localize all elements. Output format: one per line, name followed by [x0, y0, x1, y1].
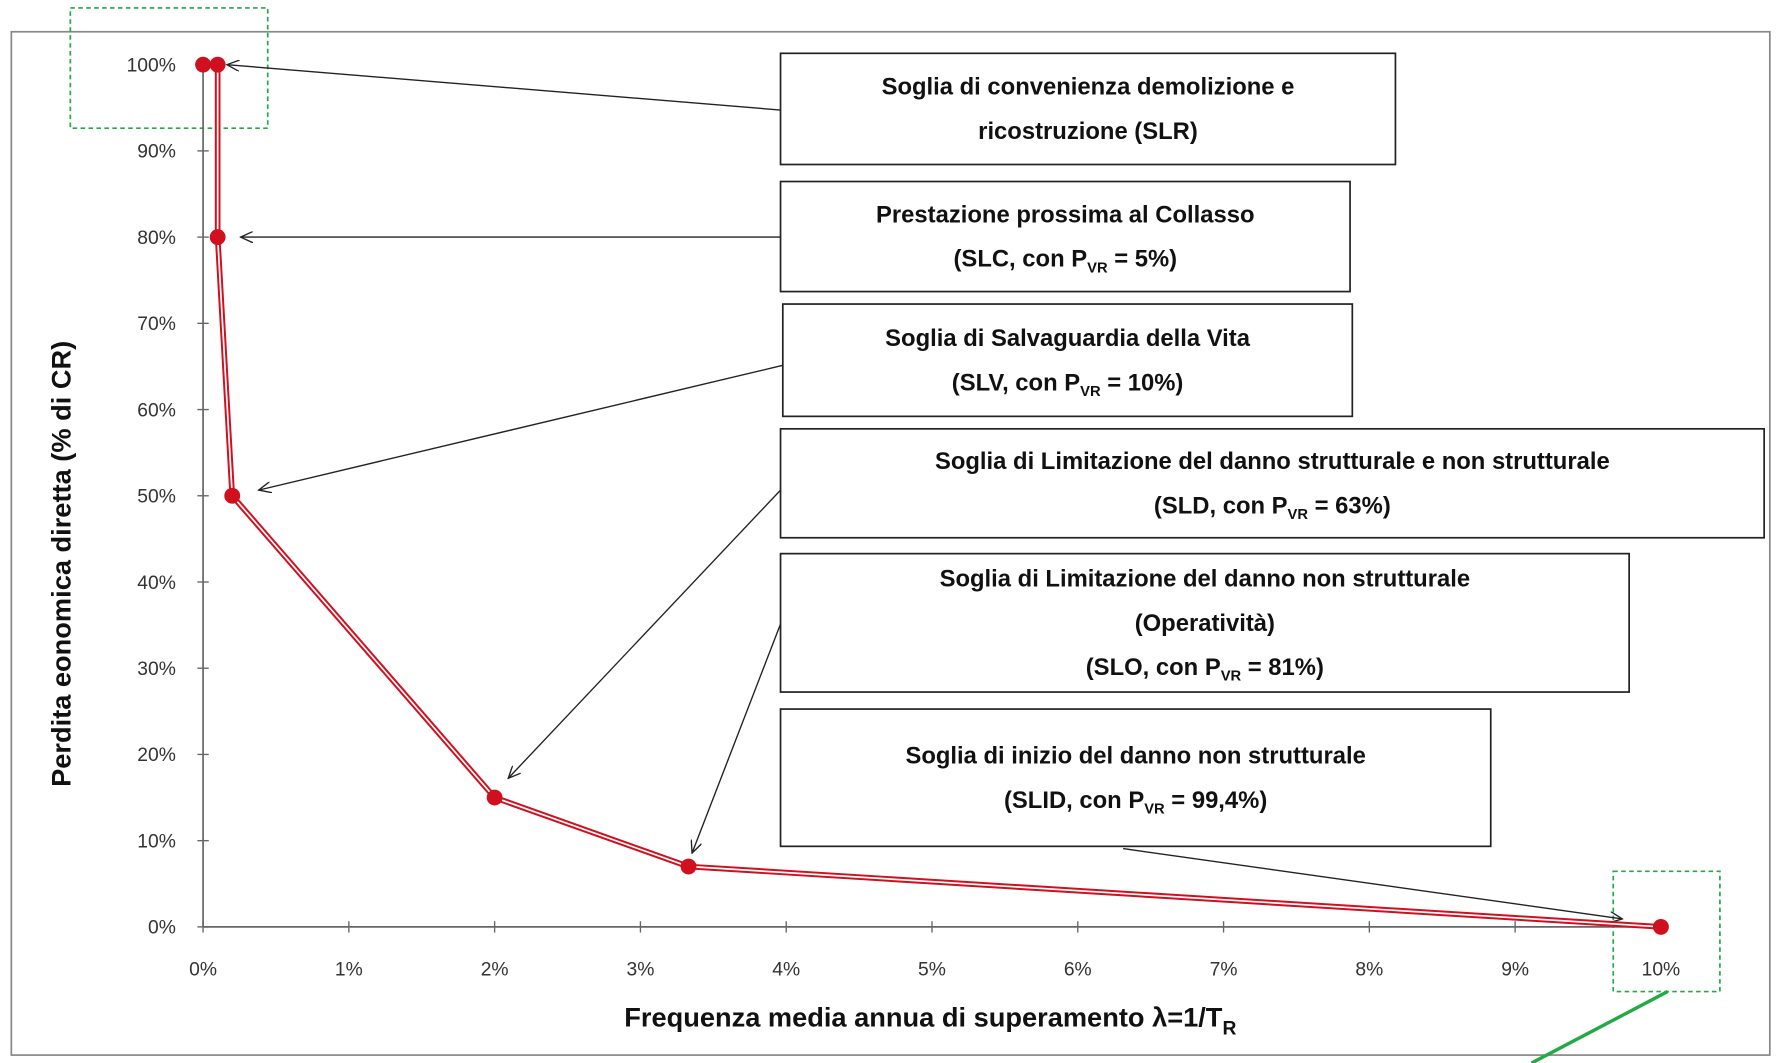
x-tick-label: 7%: [1210, 960, 1238, 981]
annotation-arrow: [259, 364, 783, 490]
x-tick-label: 6%: [1064, 960, 1092, 981]
annotation-text-part: Soglia di Limitazione del danno non stru…: [940, 566, 1471, 593]
annotation-arrow: [508, 489, 782, 778]
annotation-text-part: = 10%): [1101, 369, 1184, 396]
annotation-text: Soglia di Salvaguardia della Vita: [885, 325, 1251, 352]
x-tick-label: 1%: [335, 960, 363, 981]
annotation-text-part: (SLD, con P: [1154, 492, 1288, 519]
annotation-text-part: (SLC, con P: [954, 246, 1088, 273]
annotation-text: (SLV, con PVR = 10%): [952, 369, 1184, 400]
annotation-text: ricostruzione (SLR): [978, 118, 1198, 145]
annotation-text-part: (SLO, con P: [1086, 654, 1221, 681]
annotation-text: Soglia di Limitazione del danno struttur…: [935, 448, 1610, 475]
x-tick-label: 9%: [1501, 960, 1529, 981]
series-point: [486, 789, 503, 806]
x-tick-label: 10%: [1642, 960, 1681, 981]
pointer-arrow: [1530, 990, 1669, 1063]
annotation-text-part: = 63%): [1308, 492, 1391, 519]
y-axis-label: Perdita eonomica diretta (% di CR): [45, 341, 76, 787]
annotation-text-part: VR: [1087, 260, 1108, 276]
annotation-text: (SLC, con PVR = 5%): [954, 246, 1178, 277]
x-axis-label: Frequenza media annua di superamento λ=1…: [624, 1002, 1236, 1040]
x-tick-label: 4%: [772, 960, 800, 981]
y-tick-label: 90%: [137, 142, 176, 163]
annotation-text-part: VR: [1288, 507, 1309, 523]
annotation-text-part: VR: [1221, 669, 1242, 685]
annotation-text: (Operatività): [1135, 610, 1275, 637]
annotation-text: Soglia di inizio del danno non struttura…: [905, 743, 1365, 770]
y-tick-label: 80%: [137, 228, 176, 249]
x-tick-label: 8%: [1355, 960, 1383, 981]
annotation-text: Soglia di Limitazione del danno non stru…: [940, 566, 1471, 593]
annotation-text-part: = 81%): [1241, 654, 1324, 681]
annotation-text-part: (SLID, con P: [1004, 787, 1144, 814]
annotation-box: [779, 180, 1351, 293]
annotation-text-part: Soglia di convenienza demolizione e: [882, 74, 1295, 101]
y-tick-label: 40%: [137, 573, 176, 594]
annotation-arrow: [1123, 847, 1622, 919]
y-tick-label: 20%: [137, 745, 176, 766]
series-point: [1652, 918, 1669, 935]
y-tick-label: 60%: [137, 400, 176, 421]
annotation-arrow: [692, 623, 782, 853]
x-tick-label: 5%: [918, 960, 946, 981]
chart-body: 0% 10% 20% 30% 40% 50% 60% 70% 80% 90% 100% 0% 1% 2% 3…: [10, 7, 1771, 1063]
annotation-box: [781, 303, 1354, 418]
y-tick-label: 0%: [148, 918, 176, 939]
series-point: [680, 858, 697, 875]
annotation-arrow: [227, 65, 781, 111]
annotation-box: [779, 552, 1630, 693]
annotation-text-part: VR: [1144, 801, 1165, 817]
series-point: [195, 56, 212, 73]
annotation-box: [779, 708, 1492, 848]
y-tick-label: 10%: [137, 831, 176, 852]
x-tick-label: 0%: [189, 960, 217, 981]
series-point: [224, 487, 241, 504]
x-axis-label-part: Frequenza media annua di superamento λ=1…: [624, 1002, 1223, 1033]
annotation-text-part: ricostruzione (SLR): [978, 118, 1198, 145]
annotation-text-part: Soglia di Limitazione del danno struttur…: [935, 448, 1610, 475]
annotation-text-part: (SLV, con P: [952, 369, 1080, 396]
annotation-text: Prestazione prossima al Collasso: [876, 201, 1255, 228]
annotation-text: (SLID, con PVR = 99,4%): [1004, 787, 1267, 818]
annotation-text: Soglia di convenienza demolizione e: [882, 74, 1295, 101]
annotation-text-part: = 5%): [1108, 246, 1177, 273]
annotation-text-part: VR: [1080, 384, 1101, 400]
annotation-text-part: (Operatività): [1135, 610, 1275, 637]
annotation-text-part: Prestazione prossima al Collasso: [876, 201, 1255, 228]
annotation-text-part: Soglia di Salvaguardia della Vita: [885, 325, 1251, 352]
annotation-box: [779, 427, 1765, 539]
y-tick-label: 100%: [127, 55, 176, 76]
annotation-text: (SLD, con PVR = 63%): [1154, 492, 1391, 523]
x-tick-label: 2%: [481, 960, 509, 981]
x-axis-label-part: R: [1222, 1019, 1236, 1040]
x-tick-label: 3%: [626, 960, 654, 981]
annotation-text-part: = 99,4%): [1165, 787, 1268, 814]
annotation-text: (SLO, con PVR = 81%): [1086, 654, 1324, 685]
y-tick-label: 30%: [137, 659, 176, 680]
annotation-text-part: Soglia di inizio del danno non struttura…: [905, 743, 1365, 770]
y-tick-label: 70%: [137, 314, 176, 335]
series-point: [209, 229, 226, 246]
y-tick-label: 50%: [137, 487, 176, 508]
series-point: [209, 56, 226, 73]
annotation-box: [779, 52, 1397, 166]
